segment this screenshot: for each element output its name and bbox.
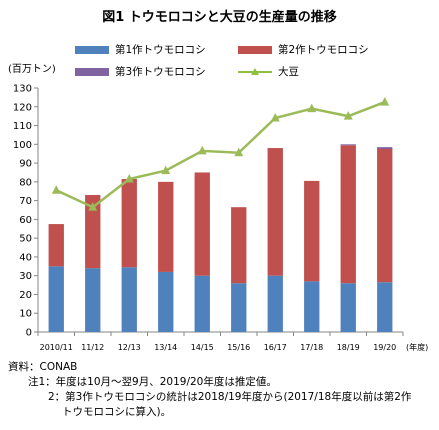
soy-point <box>380 97 390 106</box>
bar-first-crop <box>85 268 101 332</box>
bar-third-crop <box>340 144 356 146</box>
bar-first-crop <box>121 267 137 332</box>
bar-second-crop <box>377 149 393 283</box>
legend-label-second-crop: 第2作トウモロコシ <box>278 44 369 56</box>
x-tick-label: 13/14 <box>154 343 177 352</box>
bar-first-crop <box>158 271 174 332</box>
note-1: 注1：年度は10月～翌9月、2019/20年度は推定値。 <box>28 376 277 388</box>
bar-second-crop <box>194 172 210 276</box>
x-tick-label: 16/17 <box>264 343 287 352</box>
legend-label-first-crop: 第1作トウモロコシ <box>115 44 206 56</box>
legend-first-crop: 第1作トウモロコシ <box>75 42 206 57</box>
y-tick-label: 90 <box>19 159 32 170</box>
y-tick-label: 40 <box>19 252 32 263</box>
year-unit-label: (年度) <box>406 342 428 352</box>
x-tick-label: 14/15 <box>191 343 214 352</box>
soy-line <box>55 100 386 209</box>
bar-first-crop <box>340 283 356 332</box>
x-tick-label: 15/16 <box>227 343 250 352</box>
y-tick-label: 20 <box>19 290 32 301</box>
x-tick-label: 2010/11 <box>40 343 73 352</box>
bar-first-crop <box>267 275 283 332</box>
x-tick-label: 17/18 <box>300 343 323 352</box>
chart-title: 図1 トウモロコシと大豆の生産量の推移 <box>102 10 337 25</box>
y-tick-label: 60 <box>19 215 32 226</box>
soy-point <box>307 103 317 113</box>
soy-point <box>161 165 171 175</box>
y-unit-label: (百万トン) <box>8 63 56 75</box>
bar-first-crop <box>48 266 64 332</box>
legend-second-crop: 第2作トウモロコシ <box>238 42 369 57</box>
soy-point <box>343 111 353 120</box>
bar-second-crop <box>267 148 283 276</box>
bar-first-crop <box>377 282 393 332</box>
source-note: 資料：CONAB <box>8 361 78 373</box>
legend-swatch-third-crop <box>75 67 109 76</box>
bar-second-crop <box>85 194 101 269</box>
x-tick-label: 12/13 <box>118 343 141 352</box>
soy-point <box>124 174 134 183</box>
y-tick-label: 70 <box>19 196 32 207</box>
x-tick-label: 11/12 <box>81 343 104 352</box>
y-tick-label: 110 <box>13 121 32 132</box>
note-2-line-1: 2：第3作トウモロコシの統計は2018/19年度から(2017/18年度以前は第… <box>48 391 412 403</box>
legend-swatch-soy <box>238 67 272 77</box>
legend-label-soy: 大豆 <box>278 66 299 78</box>
legend-third-crop: 第3作トウモロコシ <box>75 64 206 79</box>
soy-point <box>88 202 98 211</box>
y-tick-label: 50 <box>19 234 32 245</box>
y-tick-label: 0 <box>26 328 32 339</box>
x-tick-label: 18/19 <box>337 343 360 352</box>
y-tick-label: 130 <box>13 84 32 95</box>
legend-label-third-crop: 第3作トウモロコシ <box>115 66 206 78</box>
y-tick-label: 80 <box>19 177 32 188</box>
y-tick-label: 10 <box>19 309 32 320</box>
soy-point <box>51 185 61 194</box>
y-tick-label: 30 <box>19 271 32 282</box>
bar-third-crop <box>377 147 393 149</box>
bar-first-crop <box>231 283 247 332</box>
legend-soy: 大豆 <box>238 64 299 79</box>
bar-second-crop <box>158 181 174 272</box>
bar-second-crop <box>340 145 356 284</box>
note-2-line-2: トウモロコシに算入)。 <box>62 406 172 418</box>
legend-swatch-first-crop <box>75 45 109 54</box>
bar-second-crop <box>121 179 137 268</box>
bar-first-crop <box>304 281 320 332</box>
bar-second-crop <box>304 180 320 282</box>
y-tick-label: 100 <box>13 140 32 151</box>
soy-point <box>197 145 207 155</box>
bar-first-crop <box>194 275 210 332</box>
soy-point <box>270 113 280 122</box>
bar-second-crop <box>231 207 247 284</box>
bar-second-crop <box>48 224 64 267</box>
y-tick-label: 120 <box>13 102 32 113</box>
legend-swatch-second-crop <box>238 45 272 54</box>
x-tick-label: 19/20 <box>373 343 396 352</box>
soy-point <box>234 147 244 157</box>
